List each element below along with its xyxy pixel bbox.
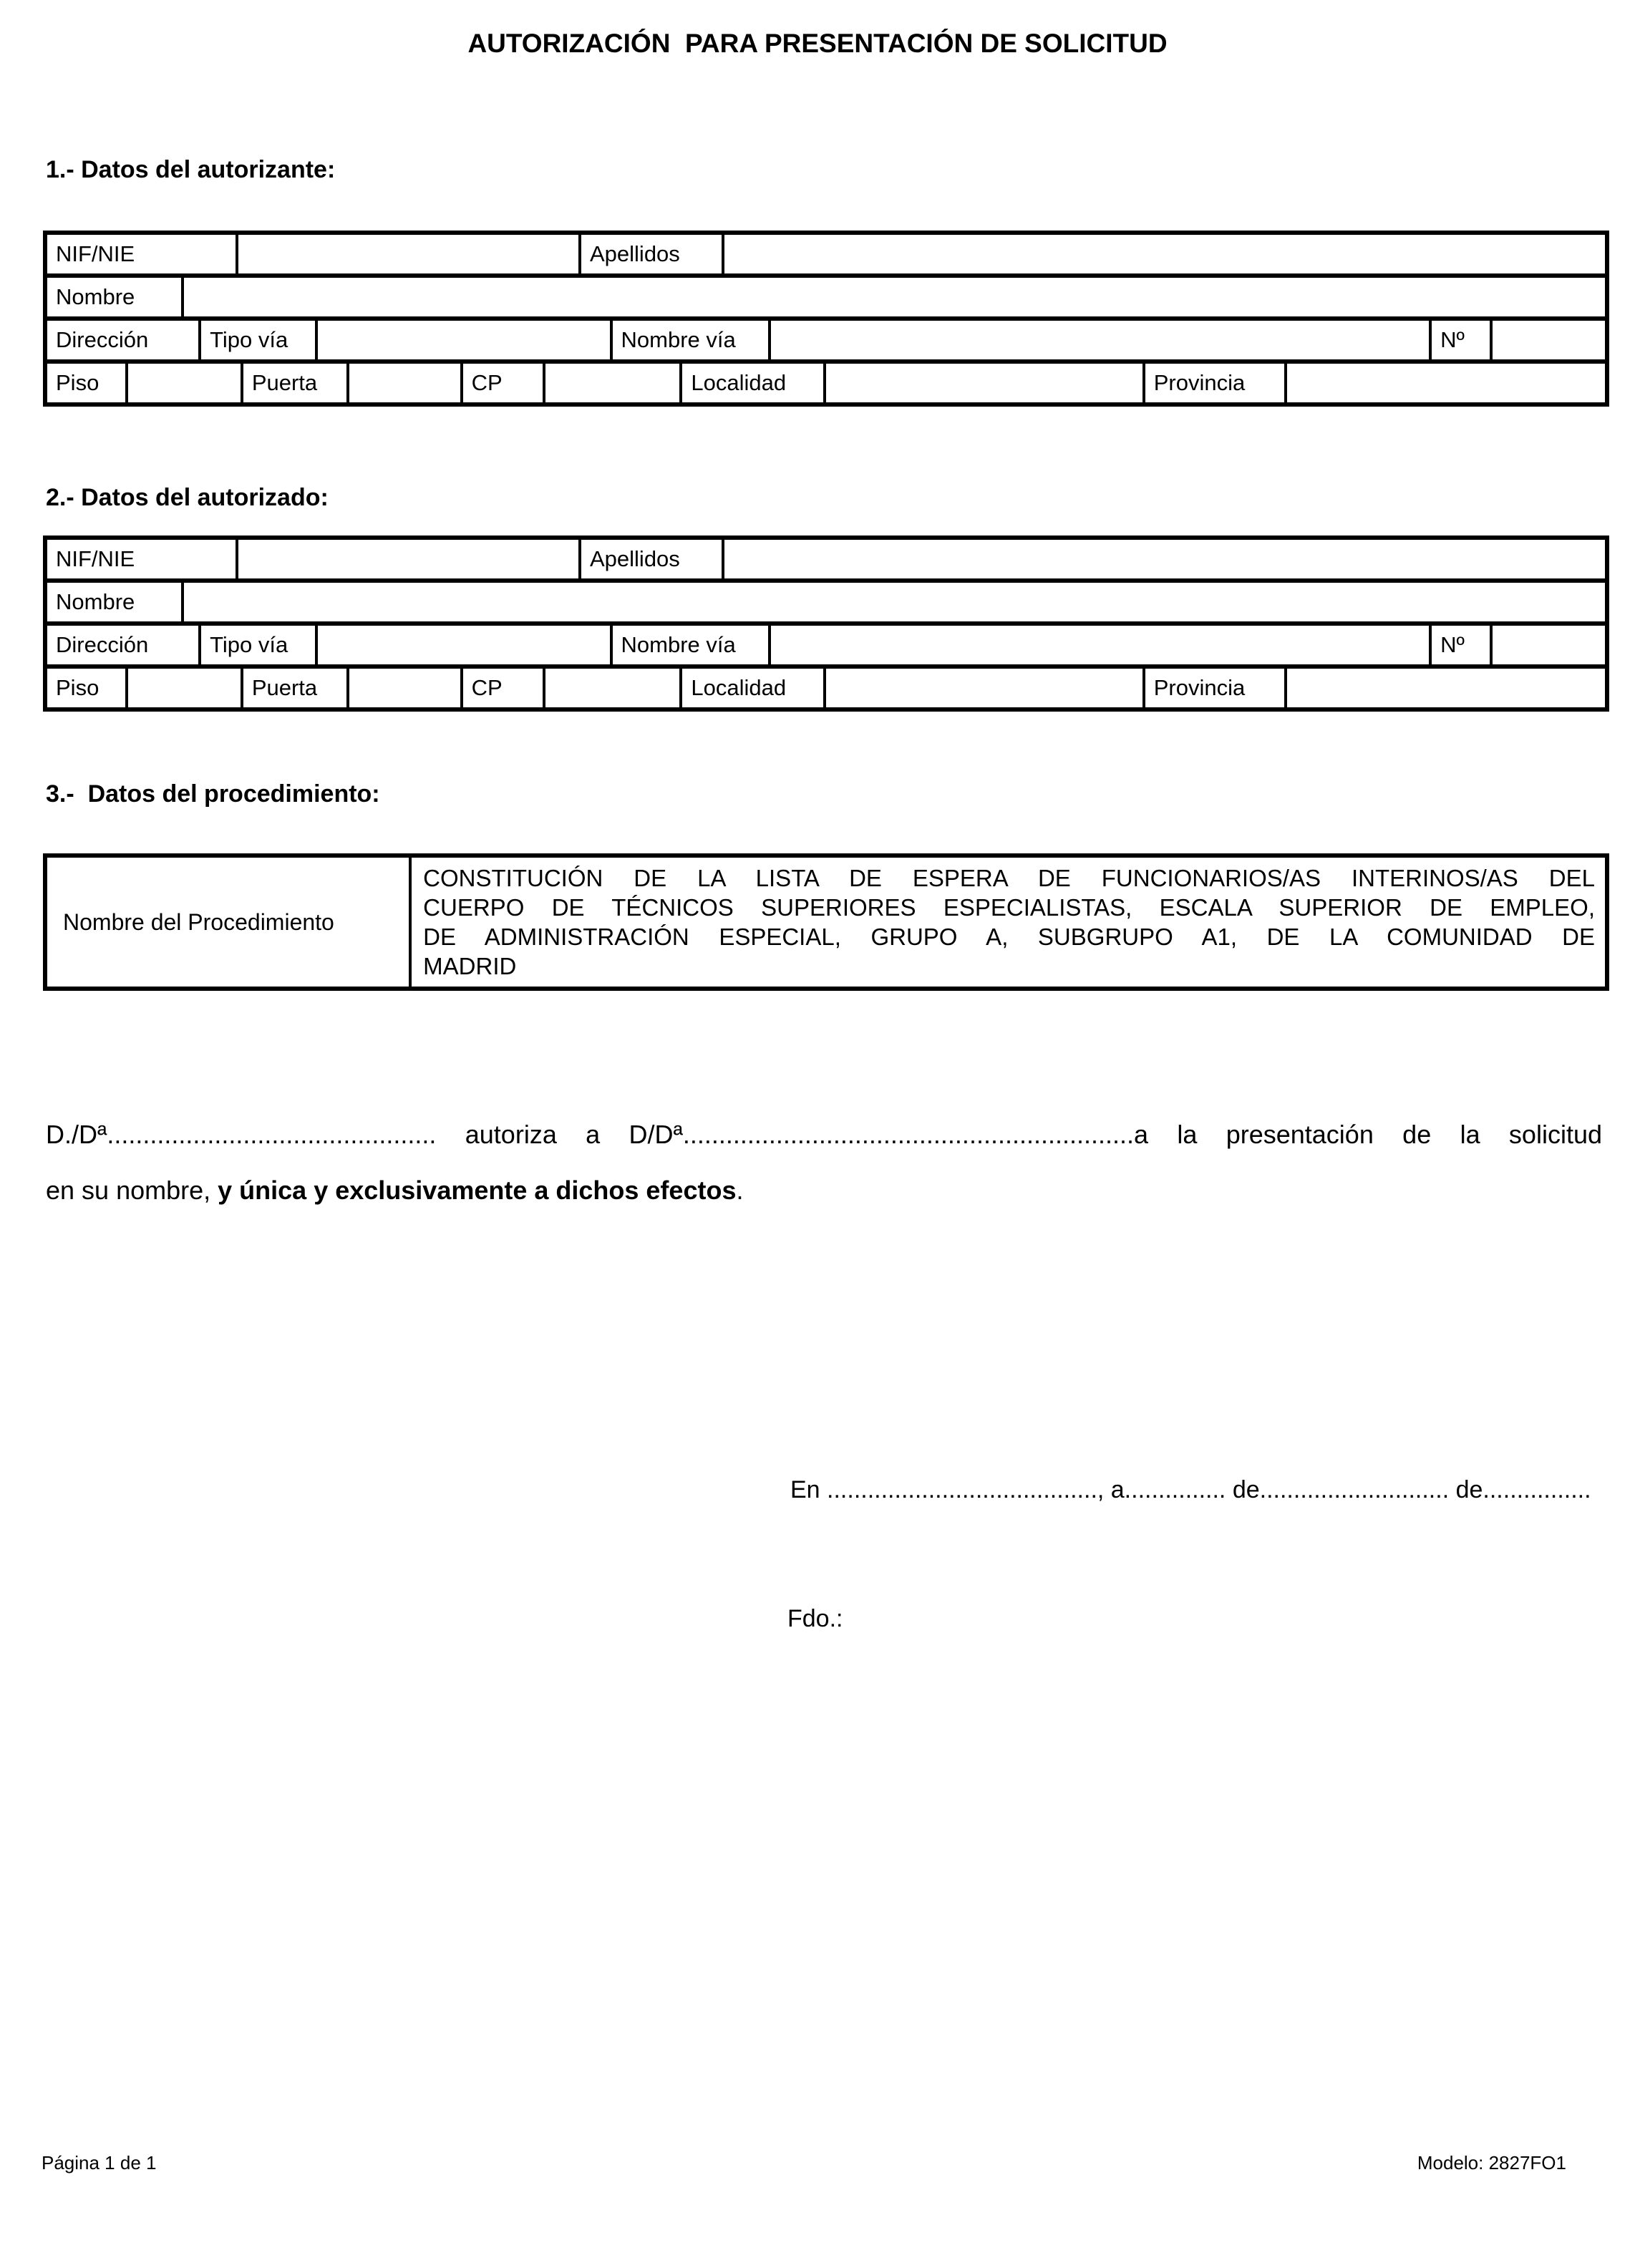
- table-row: Nombre: [47, 578, 1605, 621]
- autorizado-cp-input[interactable]: [542, 669, 679, 707]
- puerta-label: Puerta: [240, 364, 346, 402]
- tipo-via-label: Tipo vía: [198, 321, 315, 359]
- authorization-line1: D./Dª...................................…: [46, 1107, 1602, 1163]
- autorizado-provincia-input[interactable]: [1284, 669, 1605, 707]
- authorization-line2-text: en su nombre,: [46, 1176, 218, 1205]
- direccion-label: Dirección: [56, 327, 149, 352]
- table-procedimiento: Nombre del Procedimiento CONSTITUCIÓN DE…: [43, 853, 1609, 991]
- section-heading-autorizante: 1.- Datos del autorizante:: [46, 156, 336, 183]
- authorization-line2-bold-text: y única y exclusivamente a dichos efecto…: [218, 1176, 737, 1205]
- page-title: AUTORIZACIÓN PARA PRESENTACIÓN DE SOLICI…: [467, 29, 1168, 58]
- autorizado-localidad-input[interactable]: [823, 669, 1142, 707]
- autorizante-nif-input[interactable]: [236, 235, 578, 273]
- apellidos-label: Apellidos: [578, 540, 722, 578]
- puerta-label: Puerta: [240, 669, 346, 707]
- autorizado-tipo-via-input[interactable]: [315, 626, 609, 664]
- nombre-via-label: Nombre vía: [609, 626, 769, 664]
- authorization-line2-period: .: [736, 1176, 744, 1205]
- localidad-label: Localidad: [679, 364, 823, 402]
- table-row: Dirección Tipo vía Nombre vía Nº: [47, 316, 1605, 359]
- procedimiento-label: Nombre del Procedimiento: [47, 858, 412, 987]
- model-code: Modelo: 2827FO1: [1417, 2152, 1566, 2174]
- autorizado-puerta-input[interactable]: [346, 669, 460, 707]
- cp-label: CP: [460, 669, 543, 707]
- signature-label: Fdo.:: [787, 1605, 843, 1632]
- nombre-label: Nombre: [56, 589, 135, 614]
- autorizado-numero-input[interactable]: [1489, 626, 1605, 664]
- authorization-paragraph: D./Dª...................................…: [46, 1107, 1602, 1218]
- autorizado-apellidos-input[interactable]: [722, 540, 1605, 578]
- nif-label: NIF/NIE: [56, 546, 135, 571]
- autorizante-cp-input[interactable]: [542, 364, 679, 402]
- numero-label: Nº: [1429, 321, 1490, 359]
- authorizer-name-blank: ........................................…: [107, 1120, 437, 1149]
- provincia-label: Provincia: [1142, 669, 1284, 707]
- table-row: NIF/NIE Apellidos: [47, 235, 1605, 273]
- section-heading-autorizado: 2.- Datos del autorizado:: [46, 484, 329, 511]
- autorizado-nif-input[interactable]: [236, 540, 578, 578]
- procedimiento-value-line: MADRID: [423, 953, 517, 979]
- table-row: Piso Puerta CP Localidad Provincia: [47, 664, 1605, 707]
- autorizado-piso-input[interactable]: [125, 669, 241, 707]
- autorizante-nombre-input[interactable]: [181, 278, 1605, 316]
- piso-label: Piso: [56, 675, 100, 700]
- cp-label: CP: [460, 364, 543, 402]
- numero-label: Nº: [1429, 626, 1490, 664]
- procedimiento-value-line: CUERPO DE TÉCNICOS SUPERIORES ESPECIALIS…: [423, 894, 1595, 921]
- table-row: Piso Puerta CP Localidad Provincia: [47, 359, 1605, 402]
- tipo-via-label: Tipo vía: [198, 626, 315, 664]
- authorized-name-blank: ........................................…: [682, 1120, 1134, 1149]
- table-autorizante: NIF/NIE Apellidos Nombre Dirección Tipo …: [43, 231, 1609, 407]
- autorizante-tipo-via-input[interactable]: [315, 321, 609, 359]
- table-row: Dirección Tipo vía Nombre vía Nº: [47, 621, 1605, 664]
- provincia-label: Provincia: [1142, 364, 1284, 402]
- autorizante-apellidos-input[interactable]: [722, 235, 1605, 273]
- procedimiento-value-line: DE ADMINISTRACIÓN ESPECIAL, GRUPO A, SUB…: [423, 924, 1595, 950]
- localidad-label: Localidad: [679, 669, 823, 707]
- nombre-via-label: Nombre vía: [609, 321, 769, 359]
- direccion-label: Dirección: [56, 632, 149, 657]
- nif-label: NIF/NIE: [56, 241, 135, 266]
- page-number: Página 1 de 1: [42, 2152, 157, 2174]
- piso-label: Piso: [56, 370, 100, 395]
- date-place-line: En .....................................…: [790, 1476, 1591, 1503]
- autorizante-puerta-input[interactable]: [346, 364, 460, 402]
- table-row: NIF/NIE Apellidos: [47, 540, 1605, 578]
- authorizer-prefix: D./Dª: [46, 1120, 107, 1149]
- autorizado-nombre-input[interactable]: [181, 583, 1605, 621]
- autorizante-provincia-input[interactable]: [1284, 364, 1605, 402]
- authorization-suffix-text: a la presentación de la solicitud: [1133, 1120, 1602, 1149]
- section-heading-procedimiento: 3.- Datos del procedimiento:: [46, 780, 380, 808]
- autorizante-nombre-via-input[interactable]: [768, 321, 1429, 359]
- autorizado-nombre-via-input[interactable]: [768, 626, 1429, 664]
- apellidos-label: Apellidos: [578, 235, 722, 273]
- autorizante-localidad-input[interactable]: [823, 364, 1142, 402]
- authorization-middle-text: autoriza a D/Dª: [436, 1120, 683, 1149]
- procedimiento-value-line: CONSTITUCIÓN DE LA LISTA DE ESPERA DE FU…: [423, 865, 1595, 891]
- table-row: Nombre: [47, 273, 1605, 316]
- table-autorizado: NIF/NIE Apellidos Nombre Dirección Tipo …: [43, 536, 1609, 712]
- autorizante-numero-input[interactable]: [1489, 321, 1605, 359]
- procedimiento-value: CONSTITUCIÓN DE LA LISTA DE ESPERA DE FU…: [412, 858, 1605, 987]
- autorizante-piso-input[interactable]: [125, 364, 241, 402]
- nombre-label: Nombre: [56, 284, 135, 309]
- authorization-line2: en su nombre, y única y exclusivamente a…: [46, 1163, 1602, 1218]
